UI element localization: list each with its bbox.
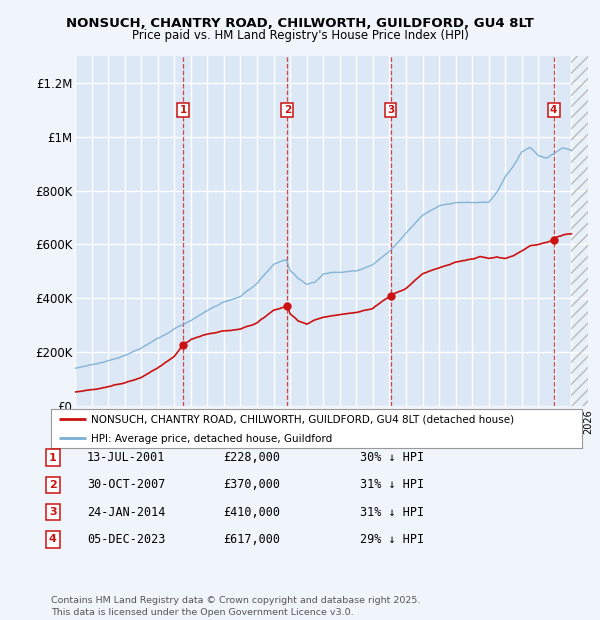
Text: 3: 3	[387, 105, 394, 115]
Bar	[571, 56, 588, 406]
Text: NONSUCH, CHANTRY ROAD, CHILWORTH, GUILDFORD, GU4 8LT (detached house): NONSUCH, CHANTRY ROAD, CHILWORTH, GUILDF…	[91, 415, 514, 425]
Text: HPI: Average price, detached house, Guildford: HPI: Average price, detached house, Guil…	[91, 434, 332, 444]
Text: Price paid vs. HM Land Registry's House Price Index (HPI): Price paid vs. HM Land Registry's House …	[131, 30, 469, 42]
Text: 31% ↓ HPI: 31% ↓ HPI	[360, 479, 424, 491]
Text: 30-OCT-2007: 30-OCT-2007	[87, 479, 165, 491]
Text: 1: 1	[49, 453, 56, 463]
Bar	[571, 56, 588, 406]
Text: 3: 3	[49, 507, 56, 517]
Text: 30% ↓ HPI: 30% ↓ HPI	[360, 451, 424, 464]
Text: 4: 4	[550, 105, 557, 115]
Text: £617,000: £617,000	[223, 533, 281, 546]
Text: 05-DEC-2023: 05-DEC-2023	[87, 533, 165, 546]
Text: £370,000: £370,000	[223, 479, 281, 491]
Text: 29% ↓ HPI: 29% ↓ HPI	[360, 533, 424, 546]
Text: 1: 1	[179, 105, 187, 115]
Text: £410,000: £410,000	[223, 506, 281, 518]
Text: 13-JUL-2001: 13-JUL-2001	[87, 451, 165, 464]
Text: £228,000: £228,000	[223, 451, 281, 464]
Text: 24-JAN-2014: 24-JAN-2014	[87, 506, 165, 518]
Text: NONSUCH, CHANTRY ROAD, CHILWORTH, GUILDFORD, GU4 8LT: NONSUCH, CHANTRY ROAD, CHILWORTH, GUILDF…	[66, 17, 534, 30]
Text: 2: 2	[49, 480, 56, 490]
Text: 2: 2	[284, 105, 291, 115]
Text: 4: 4	[49, 534, 57, 544]
Text: 31% ↓ HPI: 31% ↓ HPI	[360, 506, 424, 518]
Text: Contains HM Land Registry data © Crown copyright and database right 2025.
This d: Contains HM Land Registry data © Crown c…	[51, 596, 421, 617]
